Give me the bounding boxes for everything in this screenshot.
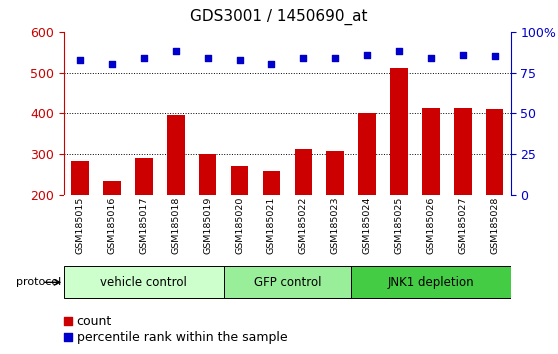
Bar xyxy=(295,149,312,195)
Text: GSM185021: GSM185021 xyxy=(267,197,276,254)
Text: GSM185022: GSM185022 xyxy=(299,197,308,254)
Bar xyxy=(454,108,472,195)
Bar xyxy=(135,158,153,195)
Text: GSM185016: GSM185016 xyxy=(108,197,117,254)
Point xyxy=(490,53,499,59)
Point xyxy=(299,55,308,61)
Bar xyxy=(422,108,440,195)
Point xyxy=(203,55,212,61)
Bar xyxy=(103,181,121,195)
Bar xyxy=(167,115,185,195)
Point xyxy=(108,62,117,67)
Text: GSM185019: GSM185019 xyxy=(203,197,212,254)
Bar xyxy=(231,166,248,195)
Text: GSM185015: GSM185015 xyxy=(76,197,85,254)
Text: count: count xyxy=(76,315,112,328)
Bar xyxy=(326,151,344,195)
Text: GSM185020: GSM185020 xyxy=(235,197,244,254)
Text: percentile rank within the sample: percentile rank within the sample xyxy=(76,331,287,343)
Point xyxy=(76,57,85,62)
Bar xyxy=(224,266,351,298)
Point xyxy=(63,319,72,324)
Bar xyxy=(263,171,280,195)
Point xyxy=(140,55,148,61)
Point xyxy=(458,52,467,57)
Text: GSM185026: GSM185026 xyxy=(426,197,435,254)
Bar xyxy=(390,69,408,195)
Text: GSM185018: GSM185018 xyxy=(171,197,180,254)
Text: GSM185025: GSM185025 xyxy=(395,197,403,254)
Bar xyxy=(358,113,376,195)
Text: GFP control: GFP control xyxy=(254,276,321,289)
Text: GDS3001 / 1450690_at: GDS3001 / 1450690_at xyxy=(190,9,368,25)
Point xyxy=(267,62,276,67)
Text: protocol: protocol xyxy=(16,277,61,287)
Text: GSM185017: GSM185017 xyxy=(140,197,148,254)
Text: vehicle control: vehicle control xyxy=(100,276,187,289)
Point xyxy=(171,48,180,54)
Point xyxy=(363,52,372,57)
Bar xyxy=(351,266,511,298)
Text: JNK1 depletion: JNK1 depletion xyxy=(388,276,474,289)
Bar xyxy=(486,109,503,195)
Text: GSM185023: GSM185023 xyxy=(331,197,340,254)
Point xyxy=(235,57,244,62)
Bar xyxy=(64,266,224,298)
Point xyxy=(426,55,435,61)
Text: GSM185028: GSM185028 xyxy=(490,197,499,254)
Point xyxy=(331,55,340,61)
Point xyxy=(63,334,72,340)
Text: GSM185024: GSM185024 xyxy=(363,197,372,254)
Bar xyxy=(71,161,89,195)
Point xyxy=(395,48,403,54)
Text: GSM185027: GSM185027 xyxy=(458,197,467,254)
Bar xyxy=(199,154,217,195)
